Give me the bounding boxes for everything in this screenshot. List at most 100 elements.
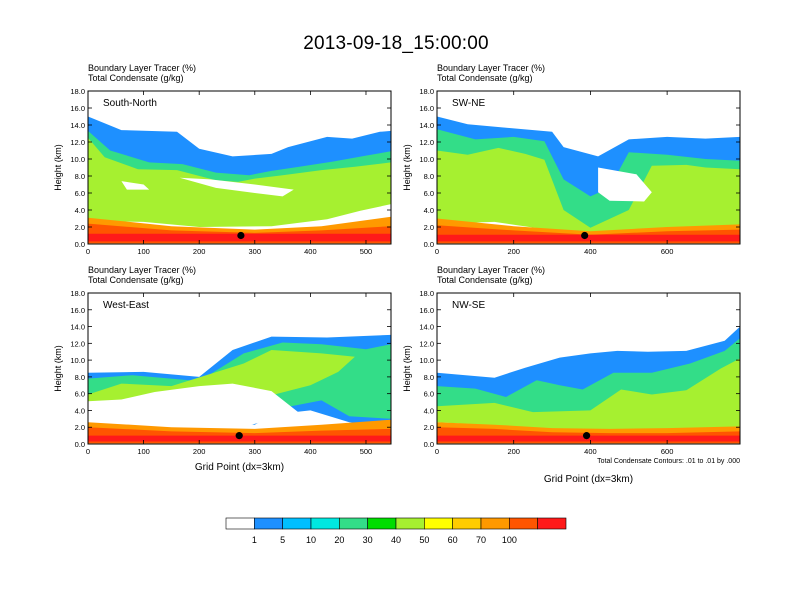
y-tick-label: 12.0: [70, 339, 85, 348]
y-tick-label: 14.0: [419, 323, 434, 332]
location-marker: [235, 432, 243, 440]
y-tick-label: 12.0: [419, 138, 434, 147]
y-tick-label: 14.0: [70, 323, 85, 332]
y-tick-label: 16.0: [419, 306, 434, 315]
clear-air-region: [179, 177, 294, 197]
colorbar-label: 70: [476, 535, 486, 545]
panel-header-condensate: Total Condensate (g/kg): [88, 275, 184, 285]
y-tick-label: 2.0: [75, 423, 85, 432]
colorbar-label: 100: [502, 535, 517, 545]
panel-cross-section-label: South-North: [103, 98, 157, 109]
y-tick-label: 8.0: [424, 373, 434, 382]
location-marker: [582, 432, 591, 440]
y-tick-label: 8.0: [75, 373, 85, 382]
x-tick-label: 500: [360, 247, 373, 256]
filled-contour-level-40: [88, 350, 355, 404]
colorbar-box-11: [537, 517, 567, 530]
colorbar-box-5: [367, 517, 397, 530]
location-marker: [237, 231, 245, 240]
panel-header-tracer: Boundary Layer Tracer (%): [88, 265, 196, 275]
y-tick-label: 10.0: [419, 356, 434, 365]
x-tick-label: 400: [304, 247, 317, 256]
colorbar-label: 1: [252, 535, 257, 545]
y-tick-label: 4.0: [75, 406, 85, 415]
colorbar-box-0: [225, 517, 255, 530]
x-tick-label: 600: [661, 247, 674, 256]
clear-air-region: [598, 167, 652, 202]
y-tick-label: 4.0: [75, 206, 85, 215]
x-tick-label: 100: [137, 447, 150, 456]
colorbar-box-1: [254, 517, 283, 530]
plot-frame: [87, 90, 392, 245]
x-tick-label: 200: [193, 447, 206, 456]
y-axis-label: Height (km): [53, 144, 63, 191]
y-tick-label: 6.0: [424, 189, 434, 198]
colorbar-box-9: [480, 517, 510, 530]
chart-panel-2: Boundary Layer Tracer (%)Total Condensat…: [402, 63, 741, 256]
x-tick-label: 400: [584, 247, 597, 256]
y-axis-label: Height (km): [53, 345, 63, 392]
x-tick-label: 400: [304, 447, 317, 456]
colorbar-box-3: [310, 517, 340, 530]
x-tick-label: 0: [435, 247, 439, 256]
colorbar-label: 30: [363, 535, 373, 545]
colorbar-label: 10: [306, 535, 316, 545]
y-axis-label: Height (km): [402, 345, 412, 392]
colorbar-label: 50: [419, 535, 429, 545]
y-tick-label: 0.0: [424, 240, 434, 249]
y-tick-label: 16.0: [70, 306, 85, 315]
colorbar-box-6: [395, 517, 425, 530]
x-tick-label: 200: [507, 447, 520, 456]
x-tick-label: 300: [249, 447, 262, 456]
x-tick-label: 0: [86, 247, 90, 256]
colorbar-box-7: [424, 517, 453, 530]
y-tick-label: 2.0: [424, 423, 434, 432]
y-tick-label: 6.0: [424, 390, 434, 399]
panel-header-condensate: Total Condensate (g/kg): [88, 73, 184, 83]
y-tick-label: 0.0: [424, 440, 434, 449]
colorbar-label: 5: [280, 535, 285, 545]
x-tick-label: 100: [137, 247, 150, 256]
location-marker: [581, 231, 589, 240]
plot-area: [88, 293, 391, 444]
y-tick-label: 14.0: [419, 121, 434, 130]
plot-frame: [87, 292, 392, 445]
clear-air-region: [88, 383, 300, 426]
colorbar-box-4: [339, 517, 368, 530]
chart-panel-3: Boundary Layer Tracer (%)Total Condensat…: [53, 265, 392, 473]
y-tick-label: 4.0: [424, 206, 434, 215]
y-tick-label: 12.0: [419, 339, 434, 348]
y-tick-label: 2.0: [424, 223, 434, 232]
panel-cross-section-label: SW-NE: [452, 98, 485, 109]
y-tick-label: 0.0: [75, 240, 85, 249]
colorbar-label: 40: [391, 535, 401, 545]
y-tick-label: 0.0: [75, 440, 85, 449]
panel-header-condensate: Total Condensate (g/kg): [437, 73, 533, 83]
x-tick-label: 0: [86, 447, 90, 456]
panel-cross-section-label: West-East: [103, 300, 149, 311]
panel-cross-section-label: NW-SE: [452, 300, 485, 311]
filled-contour-level-100: [437, 234, 740, 242]
y-tick-label: 10.0: [70, 155, 85, 164]
colorbar-box-2: [282, 517, 312, 530]
chart-main-title: 2013-09-18_15:00:00: [303, 33, 489, 54]
x-tick-label: 200: [193, 247, 206, 256]
colorbar-label: 60: [448, 535, 458, 545]
y-tick-label: 6.0: [75, 390, 85, 399]
colorbar: 1 5 10 20 30 40 50 60 70 100: [225, 517, 567, 545]
x-axis-label: Grid Point (dx=3km): [544, 474, 633, 485]
x-tick-label: 500: [360, 447, 373, 456]
y-tick-label: 4.0: [424, 406, 434, 415]
colorbar-box-10: [509, 517, 538, 530]
y-axis-label: Height (km): [402, 144, 412, 191]
panel-header-tracer: Boundary Layer Tracer (%): [88, 63, 196, 73]
filled-contour-level-40: [437, 147, 740, 234]
y-tick-label: 8.0: [75, 172, 85, 181]
y-tick-label: 16.0: [70, 104, 85, 113]
x-tick-label: 300: [249, 247, 262, 256]
y-tick-label: 12.0: [70, 138, 85, 147]
plot-area: [437, 91, 740, 244]
x-tick-label: 200: [507, 247, 520, 256]
filled-contour-level-40: [437, 358, 740, 434]
